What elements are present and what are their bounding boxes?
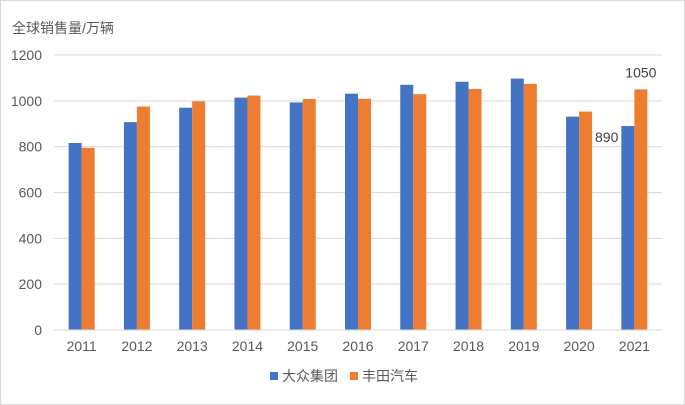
- bar: [579, 111, 593, 331]
- legend-swatch: [270, 372, 278, 380]
- bar: [566, 116, 580, 330]
- bar: [179, 107, 193, 330]
- x-tick-label: 2011: [67, 338, 97, 354]
- bar: [81, 147, 95, 330]
- bar: [192, 101, 206, 331]
- data-label: 1050: [625, 64, 656, 80]
- y-axis-title: 全球销售量/万辆: [12, 20, 114, 36]
- legend-label: 丰田汽车: [362, 368, 418, 384]
- y-tick-label: 800: [19, 139, 43, 155]
- y-tick-label: 0: [34, 322, 42, 338]
- legend: 大众集团 丰田汽车: [270, 368, 418, 384]
- bar: [358, 98, 371, 330]
- x-tick-label: 2018: [453, 338, 484, 354]
- y-tick-label: 200: [19, 276, 43, 292]
- y-tick-label: 1000: [11, 93, 42, 109]
- bar: [634, 89, 648, 330]
- bar: [510, 78, 524, 331]
- data-labels: 890 1050: [595, 64, 657, 145]
- x-tick-label: 2021: [619, 338, 650, 354]
- data-label: 890: [595, 129, 619, 145]
- bar: [234, 97, 248, 330]
- bar: [247, 95, 261, 330]
- y-tick-label: 1200: [11, 47, 42, 63]
- legend-swatch: [350, 372, 358, 380]
- x-tick-label: 2013: [177, 338, 208, 354]
- bar: [136, 106, 150, 330]
- x-axis-ticks: 2011 2012 2013 2014 2015 2016 2017 2018 2019 2020…: [67, 338, 651, 354]
- x-tick-label: 2015: [287, 338, 318, 354]
- bar: [289, 102, 303, 330]
- x-tick-label: 2014: [232, 338, 263, 354]
- bar: [455, 81, 469, 330]
- bar: [523, 83, 537, 330]
- legend-label: 大众集团: [282, 368, 338, 384]
- y-tick-label: 400: [19, 230, 43, 246]
- bar: [621, 126, 635, 331]
- bar: [413, 94, 427, 330]
- y-axis-ticks: 0 200 400 600 800 1000 1200: [11, 47, 42, 338]
- bar: [68, 143, 82, 330]
- bar: [345, 93, 358, 331]
- y-tick-label: 600: [19, 185, 43, 201]
- bar: [400, 84, 414, 331]
- x-tick-label: 2012: [121, 338, 152, 354]
- bar: [302, 99, 316, 330]
- x-tick-label: 2016: [342, 338, 373, 354]
- bar: [468, 88, 482, 331]
- bars: [68, 78, 648, 331]
- x-tick-label: 2019: [508, 338, 539, 354]
- x-tick-label: 2017: [398, 338, 429, 354]
- x-tick-label: 2020: [564, 338, 595, 354]
- bar: [123, 122, 137, 330]
